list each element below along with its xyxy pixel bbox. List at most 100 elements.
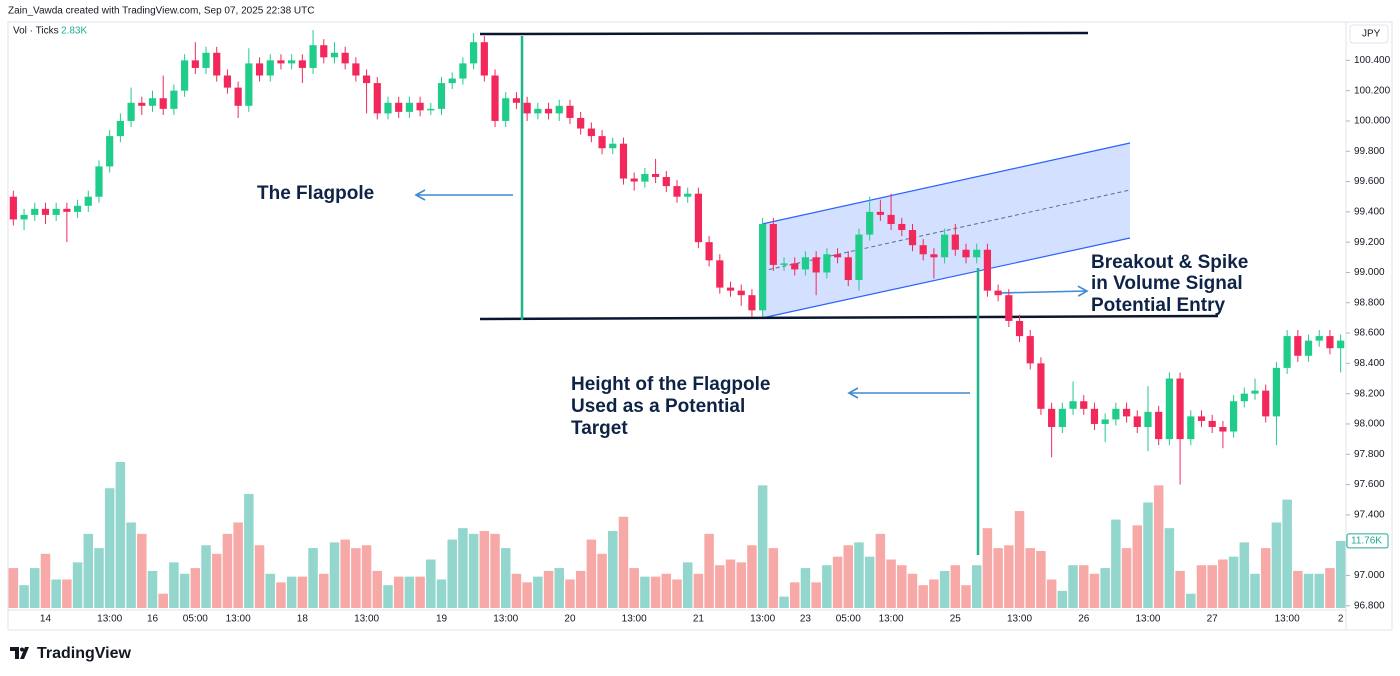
x-tick-label: 20 bbox=[564, 614, 576, 625]
candle-body bbox=[202, 52, 210, 68]
volume-bar bbox=[650, 576, 661, 608]
volume-bar bbox=[886, 559, 896, 608]
volume-bar bbox=[276, 582, 286, 608]
candle-body bbox=[298, 60, 306, 68]
candle-body bbox=[1262, 390, 1270, 417]
candle-body bbox=[577, 117, 585, 129]
candle-body bbox=[470, 42, 478, 64]
candle-body bbox=[373, 83, 381, 114]
volume-bar bbox=[618, 516, 629, 608]
volume-bar bbox=[608, 531, 618, 608]
currency-box[interactable] bbox=[1349, 24, 1389, 44]
volume-bar bbox=[340, 539, 350, 608]
candle-body bbox=[330, 52, 339, 58]
volume-bar bbox=[511, 573, 522, 608]
candle-body bbox=[127, 102, 135, 121]
candle-body bbox=[1015, 320, 1024, 337]
candle-body bbox=[1026, 336, 1034, 364]
y-tick-label: 99.600 bbox=[1354, 176, 1385, 187]
candle-body bbox=[52, 208, 60, 215]
volume-bar bbox=[565, 579, 575, 608]
flag-channel bbox=[762, 143, 1130, 318]
volume-bar bbox=[1271, 522, 1282, 608]
candle-body bbox=[876, 211, 884, 215]
drawings bbox=[414, 31, 1219, 555]
volume-bar bbox=[1004, 545, 1014, 608]
x-tick-label: 21 bbox=[693, 614, 705, 625]
volume-bar bbox=[693, 573, 704, 608]
volume-bar bbox=[297, 576, 308, 608]
candle-body bbox=[769, 223, 777, 265]
candle-body bbox=[855, 234, 863, 281]
y-tick-label: 98.000 bbox=[1354, 419, 1385, 430]
volume-bar bbox=[1132, 525, 1143, 608]
volume-bar bbox=[1057, 590, 1068, 608]
volume-bar bbox=[982, 528, 993, 608]
volume-bar bbox=[500, 548, 511, 608]
candle-body bbox=[801, 257, 810, 270]
volume-layer bbox=[8, 462, 1346, 608]
volume-bar bbox=[479, 531, 490, 608]
volume-bar bbox=[929, 579, 939, 608]
y-tick-label: 99.800 bbox=[1354, 146, 1385, 157]
volume-bar bbox=[1111, 519, 1121, 608]
x-tick-label: 13:00 bbox=[750, 614, 775, 625]
volume-bar bbox=[190, 568, 201, 608]
volume-bar bbox=[897, 565, 907, 608]
annotation: Used as a Potential bbox=[571, 396, 745, 417]
candle-body bbox=[1219, 426, 1227, 432]
pane-border bbox=[7, 21, 1393, 631]
candle-body bbox=[1101, 419, 1109, 424]
volume-bar bbox=[575, 570, 586, 608]
candle-body bbox=[170, 90, 178, 109]
volume-bar bbox=[1175, 570, 1185, 608]
x-tick-label: 13:00 bbox=[622, 614, 647, 625]
candle-body bbox=[833, 254, 842, 258]
x-tick-label: 13:00 bbox=[97, 614, 122, 625]
candle-body bbox=[748, 295, 756, 311]
candle-body bbox=[866, 211, 874, 235]
candle-body bbox=[973, 249, 981, 258]
volume-bar bbox=[286, 576, 297, 608]
y-tick-label: 98.600 bbox=[1354, 328, 1385, 339]
volume-bar bbox=[971, 565, 982, 608]
candle-body bbox=[73, 205, 82, 212]
volume-bar bbox=[1196, 565, 1207, 608]
volume-bar bbox=[629, 568, 639, 608]
y-tick-label: 98.800 bbox=[1354, 297, 1385, 308]
volume-bar bbox=[864, 556, 875, 608]
candle-body bbox=[651, 173, 660, 178]
volume-bar bbox=[586, 539, 597, 608]
volume-bar bbox=[736, 562, 746, 608]
candle-body bbox=[598, 136, 606, 149]
volume-bar bbox=[1153, 485, 1164, 608]
volume-bar bbox=[393, 576, 404, 608]
volume-bar bbox=[211, 553, 222, 608]
volume-tag: 11.76K bbox=[1351, 536, 1382, 547]
volume-bar bbox=[319, 573, 329, 608]
y-tick-label: 98.200 bbox=[1354, 388, 1385, 399]
candle-body bbox=[427, 108, 435, 111]
candle-body bbox=[1197, 416, 1206, 421]
volume-bar bbox=[19, 585, 29, 608]
candle-body bbox=[823, 254, 831, 273]
volume-bar bbox=[372, 570, 383, 608]
volume-bar bbox=[661, 573, 672, 608]
volume-bar bbox=[1121, 548, 1132, 608]
y-tick-label: 100.000 bbox=[1354, 116, 1391, 127]
volume-bar bbox=[939, 570, 950, 608]
x-tick-label: 2 bbox=[1338, 614, 1344, 625]
candle-body bbox=[288, 60, 296, 64]
candle-body bbox=[844, 257, 852, 281]
annotation: in Volume Signal bbox=[1091, 273, 1243, 294]
candle-body bbox=[1165, 378, 1173, 440]
arrow bbox=[999, 285, 1089, 297]
volume-bar bbox=[308, 548, 318, 608]
x-tick-label: 13:00 bbox=[1135, 614, 1160, 625]
volume-legend: Vol · Ticks bbox=[13, 26, 59, 37]
candle-body bbox=[716, 260, 724, 288]
candle-body bbox=[138, 102, 146, 106]
candle-body bbox=[1144, 411, 1152, 427]
x-tick-label: 13:00 bbox=[493, 614, 518, 625]
candle-body bbox=[1176, 378, 1184, 440]
